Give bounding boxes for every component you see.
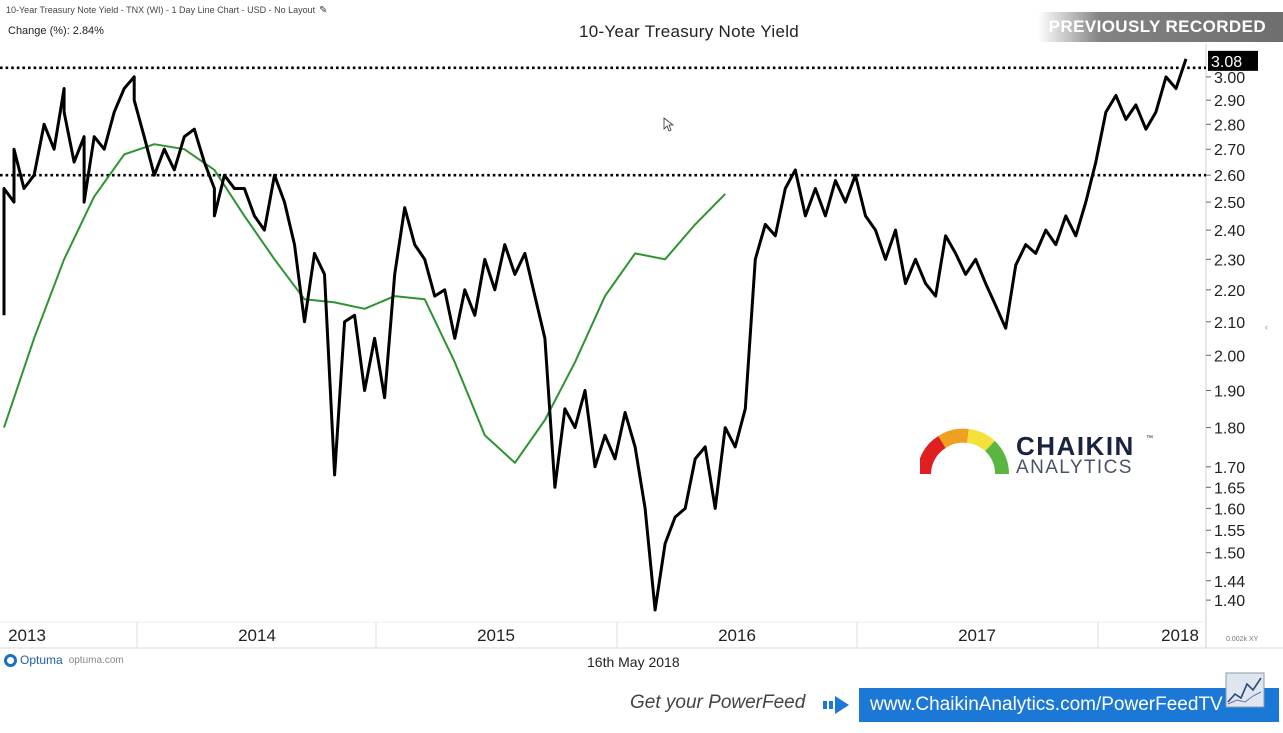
last-value-tag — [1208, 50, 1258, 71]
x-tick-label: 2015 — [477, 626, 515, 645]
y-tick-label: 1.55 — [1214, 523, 1245, 540]
y-tick-label: 2.60 — [1214, 168, 1245, 185]
logo-line2: ANALYTICS — [1016, 457, 1133, 478]
x-axis: 2013 2014 2015 2016 2017 2018 — [8, 622, 1199, 648]
y-tick-label: 3.00 — [1214, 70, 1245, 87]
chaikin-analytics-logo: CHAIKIN ™ ANALYTICS — [917, 428, 1160, 489]
y-tick-label: 1.65 — [1214, 480, 1245, 497]
y-tick-label: 2.70 — [1214, 142, 1245, 159]
optuma-logo-icon — [4, 653, 17, 667]
x-tick-label: 2014 — [238, 626, 276, 645]
logo-line1: CHAIKIN — [1016, 431, 1135, 461]
chart-meta-line: 10-Year Treasury Note Yield - TNX (WI) -… — [6, 5, 328, 16]
reference-lines — [0, 66, 1206, 177]
y-tick-label: 2.90 — [1214, 93, 1245, 110]
powerfeed-cta: Get your PowerFeed — [630, 692, 806, 713]
chart-title: 10-Year Treasury Note Yield — [578, 22, 800, 41]
y-tick-label: 1.50 — [1214, 546, 1245, 563]
y-tick-label: 2.50 — [1214, 195, 1245, 212]
chart-frame — [0, 44, 1283, 649]
change-value: 2.84% — [72, 25, 104, 37]
chart-meta-text: 10-Year Treasury Note Yield - TNX (WI) -… — [6, 5, 316, 15]
x-tick-label: 2013 — [8, 626, 46, 645]
x-tick-label: 2017 — [958, 626, 996, 645]
y-tick-label: 1.80 — [1214, 421, 1245, 438]
x-tick-label: 2018 — [1161, 626, 1199, 645]
pencil-icon[interactable]: ✎ — [319, 5, 328, 16]
y-tick-label: 2.00 — [1214, 348, 1245, 365]
optuma-site: optuma.com — [68, 654, 124, 666]
y-tick-label: 2.30 — [1214, 252, 1245, 269]
mouse-cursor-icon — [663, 117, 675, 132]
moving-average-line — [3, 143, 726, 464]
y-tick-label: 1.60 — [1214, 501, 1245, 518]
footer-date: 16th May 2018 — [587, 654, 680, 670]
axis-scale-note[interactable]: 0.002k XY — [1226, 636, 1259, 643]
change-label: Change (%): — [8, 25, 70, 37]
y-tick-label: 1.70 — [1214, 460, 1245, 477]
last-value-label: 3.08 — [1211, 54, 1242, 71]
y-tick-label: 1.90 — [1214, 383, 1245, 400]
y-tick-label: 2.10 — [1214, 315, 1245, 332]
logo-trademark: ™ — [1146, 435, 1153, 442]
y-axis: 1.40 1.44 1.50 1.55 1.60 1.65 1.70 1.80 1.90 2.00… — [1206, 50, 1258, 610]
chaikin-gauge-icon: CHAIKIN ™ ANALYTICS — [917, 428, 1153, 478]
y-tick-label: 2.40 — [1214, 223, 1245, 240]
optuma-branding: Optuma optuma.com — [4, 653, 124, 667]
x-tick-label: 2016 — [718, 626, 756, 645]
arrow-right-icon — [823, 694, 851, 721]
powerfeed-url-link[interactable]: www.ChaikinAnalytics.com/PowerFeedTV — [859, 688, 1279, 722]
optuma-brand: Optuma — [20, 653, 63, 667]
collapse-panel-icon[interactable]: ‹ — [1265, 322, 1268, 332]
y-tick-label: 1.40 — [1214, 593, 1245, 610]
previously-recorded-banner: PREVIOUSLY RECORDED — [1038, 12, 1283, 42]
yield-line — [2, 58, 1188, 612]
y-tick-label: 2.80 — [1214, 117, 1245, 134]
change-percent: Change (%): 2.84% — [8, 25, 104, 37]
y-tick-label: 1.44 — [1214, 574, 1245, 591]
series-group — [2, 58, 1188, 612]
chart-thumbnail-icon[interactable] — [1225, 672, 1265, 713]
y-tick-label: 2.20 — [1214, 283, 1245, 300]
